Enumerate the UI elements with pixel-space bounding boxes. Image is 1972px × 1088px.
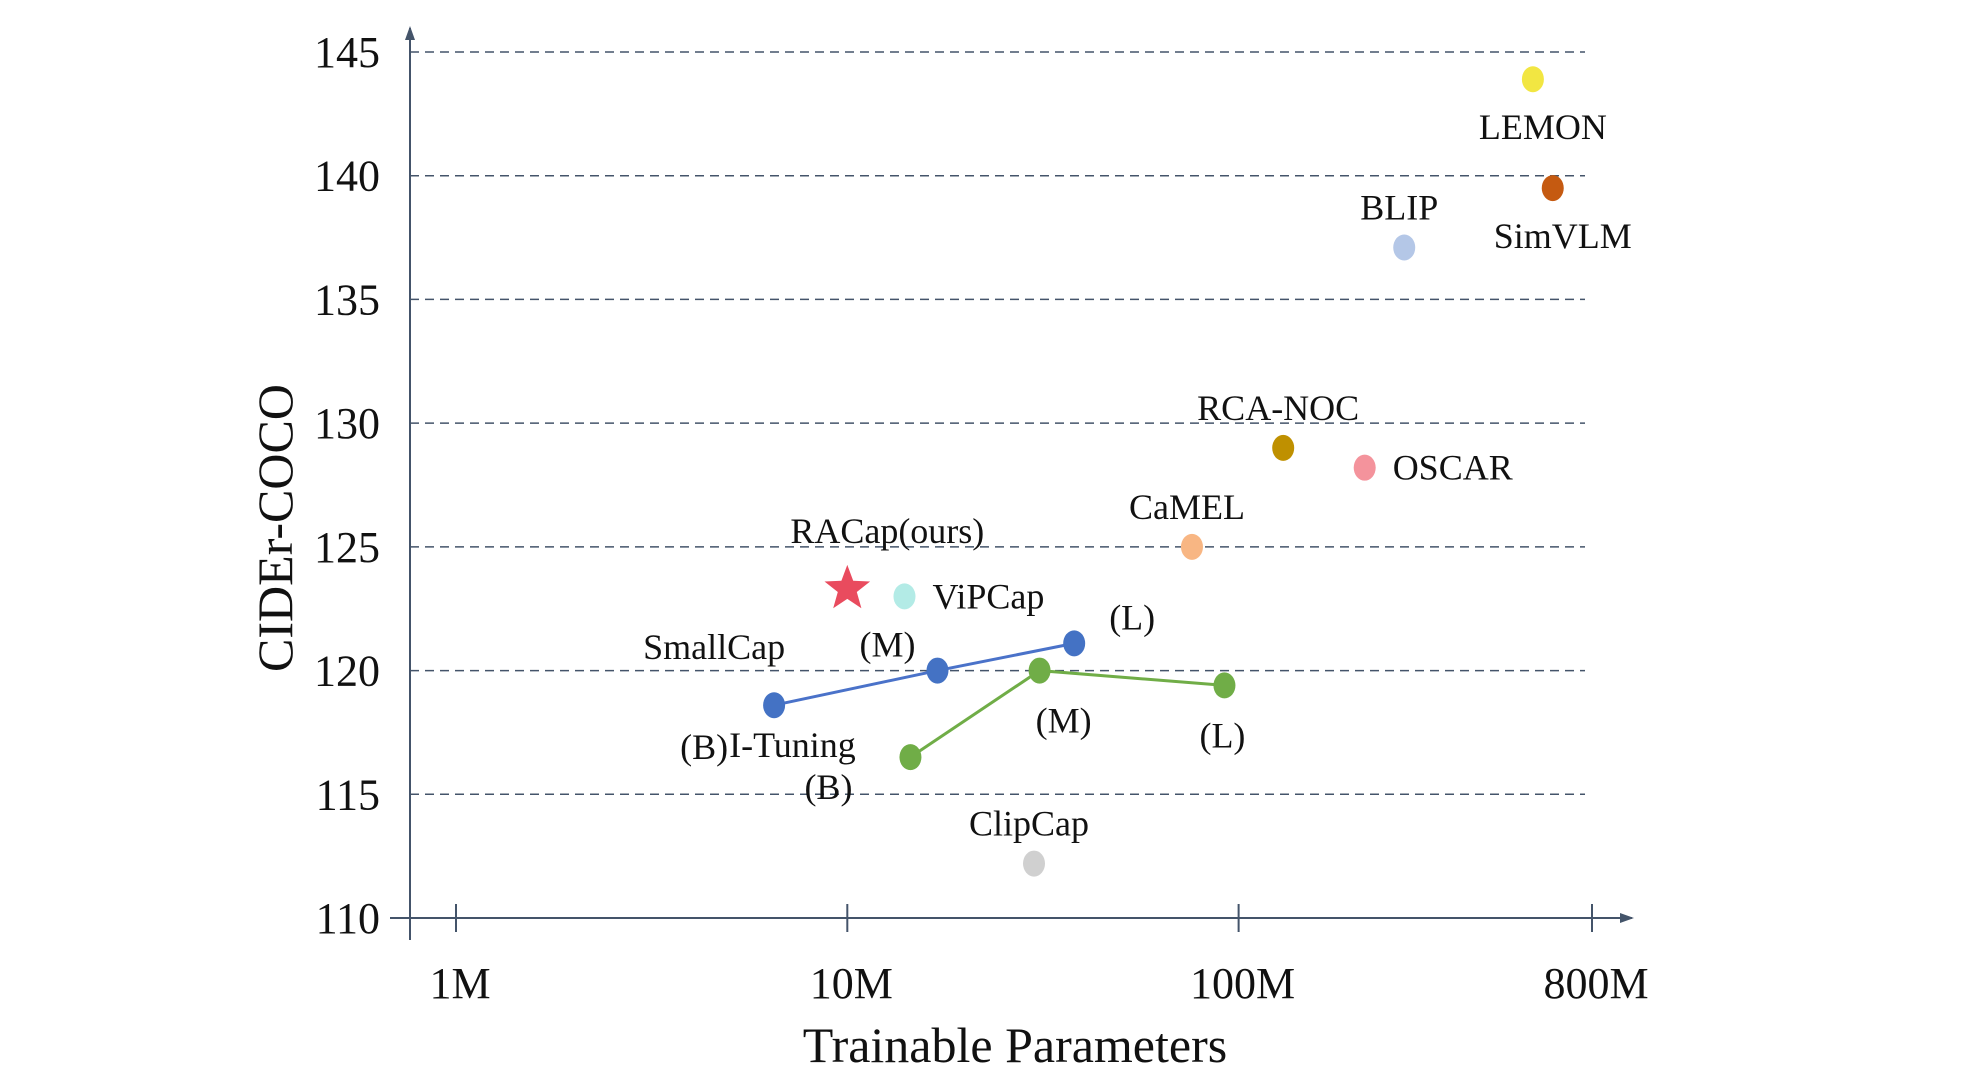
- x-ticks: 1M 10M 100M 800M: [429, 904, 1649, 1008]
- x-axis-title: Trainable Parameters: [803, 1017, 1227, 1073]
- point-lemon: [1521, 66, 1544, 93]
- label-simvlm: SimVLM: [1494, 216, 1632, 256]
- point-camel: [1180, 533, 1203, 560]
- point-oscar: [1353, 454, 1376, 481]
- x-tick-label-800m: 800M: [1543, 959, 1648, 1008]
- y-tick-label-125: 125: [314, 523, 380, 572]
- point-clipcap: [1023, 850, 1046, 877]
- label-lemon: LEMON: [1479, 107, 1607, 147]
- label-vipcap: ViPCap: [932, 576, 1044, 616]
- point-labels: (B) (M) (L) SmallCap (B) (M) (L) I-Tuning LEMON S…: [643, 107, 1632, 843]
- point-blip: [1393, 234, 1416, 261]
- x-tick-label-10m: 10M: [810, 959, 893, 1008]
- point-simvlm: [1541, 175, 1564, 202]
- size-label-smallcap-m: (M): [859, 625, 915, 665]
- point-smallcap-m: [926, 657, 949, 684]
- point-vipcap: [893, 583, 916, 610]
- y-ticks: 110 115 120 125 130 135 140 145: [314, 28, 380, 943]
- label-clipcap: ClipCap: [969, 804, 1089, 844]
- gridlines: [410, 51, 1585, 796]
- point-smallcap-b: [763, 692, 786, 719]
- point-i-tuning-m: [1028, 657, 1051, 684]
- y-tick-label-135: 135: [314, 275, 380, 324]
- label-camel: CaMEL: [1129, 487, 1245, 527]
- series-label-smallcap: SmallCap: [643, 627, 785, 667]
- size-label-i-tuning-m: (M): [1036, 701, 1092, 741]
- point-rca-noc: [1272, 434, 1295, 461]
- label-oscar: OSCAR: [1393, 448, 1513, 488]
- point-i-tuning-b: [899, 744, 922, 771]
- point-racap-star: [824, 564, 871, 609]
- series-label-i-tuning: I-Tuning: [729, 725, 856, 765]
- size-label-i-tuning-l: (L): [1199, 715, 1245, 755]
- y-tick-label-115: 115: [316, 770, 380, 819]
- label-blip: BLIP: [1360, 187, 1438, 227]
- size-label-smallcap-b: (B): [680, 727, 728, 767]
- label-racap: RACap(ours): [790, 511, 984, 551]
- point-i-tuning-l: [1213, 672, 1236, 699]
- x-tick-label-1m: 1M: [429, 959, 490, 1008]
- y-tick-label-120: 120: [314, 647, 380, 696]
- point-smallcap-l: [1063, 630, 1086, 657]
- data-points: [763, 66, 1564, 877]
- y-tick-label-130: 130: [314, 399, 380, 448]
- y-tick-label-145: 145: [314, 28, 380, 77]
- size-label-i-tuning-b: (B): [804, 767, 852, 807]
- label-rca-noc: RCA-NOC: [1197, 388, 1359, 428]
- size-label-smallcap-l: (L): [1109, 597, 1155, 637]
- y-axis-title: CIDEr-COCO: [247, 384, 303, 672]
- x-tick-label-100m: 100M: [1190, 959, 1295, 1008]
- y-tick-label-110: 110: [316, 894, 380, 943]
- y-tick-label-140: 140: [314, 152, 380, 201]
